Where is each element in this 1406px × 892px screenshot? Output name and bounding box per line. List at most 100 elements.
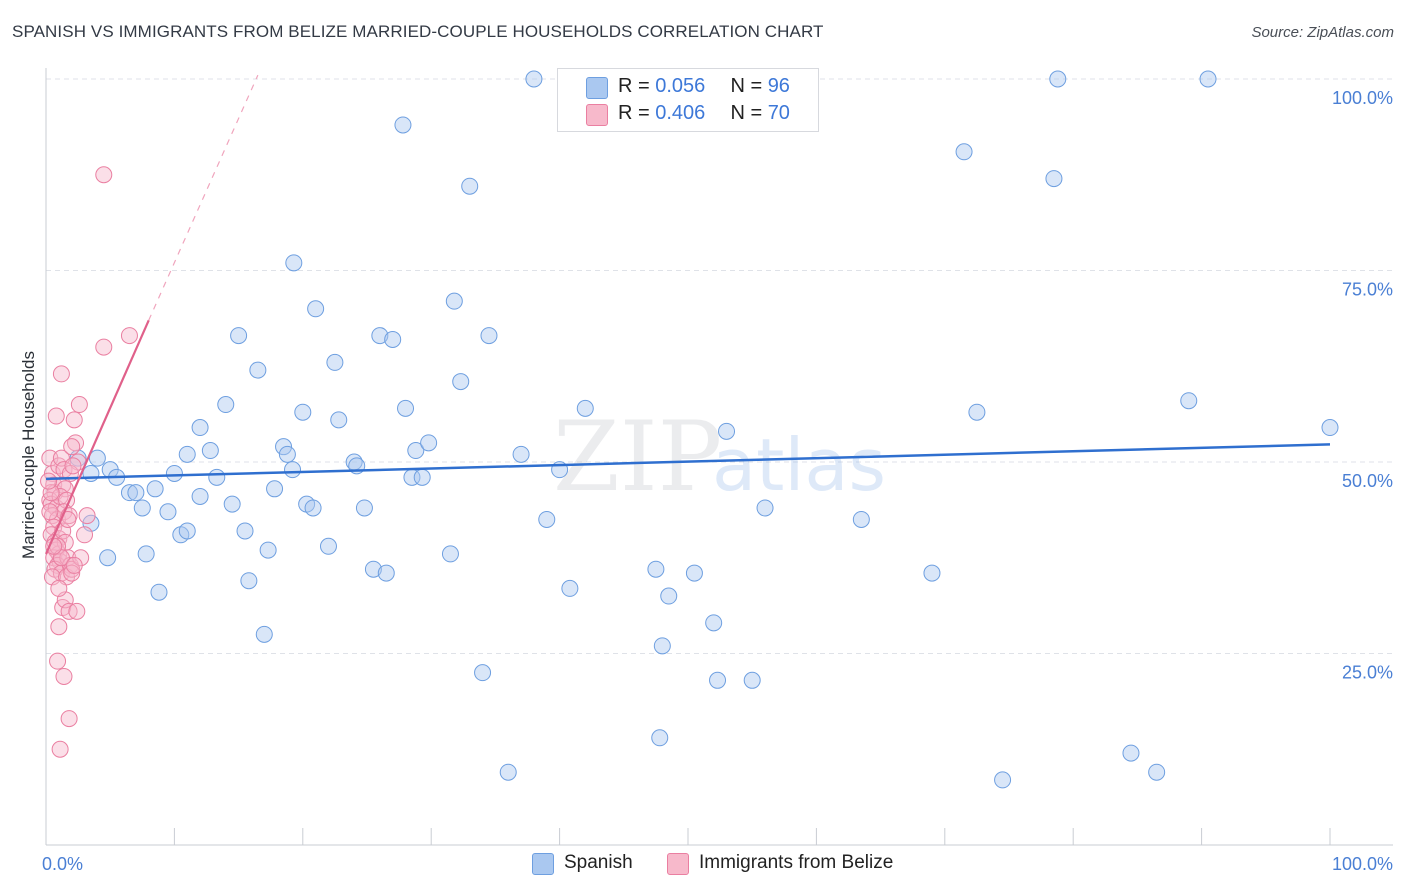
- legend-swatch-belize: [586, 104, 608, 126]
- point-spanish: [127, 484, 145, 502]
- point-spanish: [576, 399, 594, 417]
- point-spanish: [923, 564, 941, 582]
- point-spanish: [1049, 70, 1067, 88]
- point-spanish: [512, 445, 530, 463]
- point-spanish: [653, 637, 671, 655]
- legend-r-label: R =: [618, 102, 656, 124]
- point-belize: [95, 338, 113, 356]
- point-spanish: [384, 330, 402, 348]
- point-belize: [63, 438, 81, 456]
- trend-line-belize: [44, 319, 150, 555]
- point-spanish: [304, 499, 322, 517]
- point-spanish: [955, 143, 973, 161]
- x-tick-label: 0.0%: [42, 854, 83, 874]
- point-spanish: [208, 468, 226, 486]
- point-spanish: [266, 480, 284, 498]
- y-tick-label: 25.0%: [1342, 663, 1393, 683]
- point-belize: [41, 503, 59, 521]
- point-spanish: [191, 487, 209, 505]
- point-belize: [40, 472, 58, 490]
- point-spanish: [651, 729, 669, 747]
- point-belize: [50, 579, 68, 597]
- point-spanish: [191, 419, 209, 437]
- legend-n-value: 70: [767, 102, 790, 124]
- point-spanish: [275, 438, 293, 456]
- point-spanish: [474, 664, 492, 682]
- point-spanish: [236, 522, 254, 540]
- point-spanish: [364, 560, 382, 578]
- axes: [45, 68, 1393, 846]
- point-spanish: [146, 480, 164, 498]
- point-spanish: [377, 564, 395, 582]
- bottom-legend-swatch-spanish: [532, 853, 554, 875]
- point-spanish: [499, 763, 517, 781]
- point-belize: [52, 365, 70, 383]
- point-spanish: [413, 468, 431, 486]
- point-spanish: [355, 499, 373, 517]
- point-spanish: [1321, 419, 1339, 437]
- point-spanish: [756, 499, 774, 517]
- y-tick-label: 75.0%: [1342, 280, 1393, 300]
- point-spanish: [278, 445, 296, 463]
- trend-line-belize-extension: [148, 74, 259, 321]
- point-spanish: [1122, 744, 1140, 762]
- point-spanish: [441, 545, 459, 563]
- point-spanish: [1045, 170, 1063, 188]
- point-spanish: [217, 396, 235, 414]
- source-label: Source: ZipAtlas.com: [1251, 24, 1394, 41]
- point-spanish: [407, 442, 425, 460]
- point-belize: [76, 526, 94, 544]
- point-spanish: [1199, 70, 1217, 88]
- point-spanish: [150, 583, 168, 601]
- point-spanish: [743, 671, 761, 689]
- point-belize: [51, 740, 69, 758]
- point-spanish: [561, 579, 579, 597]
- bottom-legend-swatch-belize: [667, 853, 689, 875]
- tick-labels: 25.0% 50.0% 75.0% 100.0% 0.0% 100.0%: [42, 88, 1393, 874]
- point-spanish: [525, 70, 543, 88]
- point-spanish: [223, 495, 241, 513]
- watermark-zip: ZIP: [553, 401, 722, 513]
- y-axis-label: Married-couple Households: [19, 351, 38, 559]
- point-spanish: [461, 177, 479, 195]
- point-spanish: [133, 499, 151, 517]
- point-spanish: [255, 625, 273, 643]
- point-spanish: [718, 422, 736, 440]
- point-spanish: [294, 403, 312, 421]
- point-belize: [95, 166, 113, 184]
- point-belize: [64, 457, 82, 475]
- point-belize: [120, 327, 138, 345]
- series-spanish: [69, 70, 1339, 789]
- legend-r-value: 0.056: [655, 75, 706, 97]
- point-spanish: [968, 403, 986, 421]
- legend-n-value: 96: [767, 75, 790, 97]
- watermark: ZIP atlas: [553, 401, 886, 513]
- point-belize: [50, 618, 68, 636]
- point-spanish: [1180, 392, 1198, 410]
- point-spanish: [445, 292, 463, 310]
- point-spanish: [284, 461, 302, 479]
- point-spanish: [137, 545, 155, 563]
- point-spanish: [480, 327, 498, 345]
- x-tick-label: 100.0%: [1332, 854, 1393, 874]
- point-spanish: [88, 449, 106, 467]
- point-spanish: [82, 464, 100, 482]
- point-belize: [65, 556, 83, 574]
- point-spanish: [709, 671, 727, 689]
- chart-title: SPANISH VS IMMIGRANTS FROM BELIZE MARRIE…: [12, 22, 824, 41]
- point-spanish: [319, 537, 337, 555]
- point-spanish: [538, 510, 556, 528]
- bottom-legend-label-spanish: Spanish: [564, 852, 633, 873]
- point-spanish: [685, 564, 703, 582]
- point-spanish: [165, 464, 183, 482]
- point-spanish: [330, 411, 348, 429]
- point-spanish: [371, 327, 389, 345]
- point-spanish: [660, 587, 678, 605]
- point-spanish: [394, 116, 412, 134]
- point-belize: [47, 407, 65, 425]
- point-belize: [70, 396, 88, 414]
- point-spanish: [99, 549, 117, 567]
- point-belize: [60, 710, 78, 728]
- point-spanish: [452, 373, 470, 391]
